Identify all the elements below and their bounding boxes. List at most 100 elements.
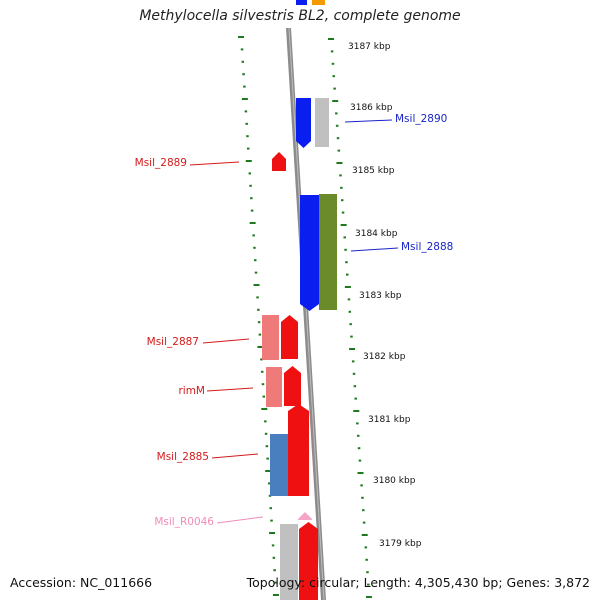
gene-msil-2889 bbox=[272, 152, 286, 171]
left-tick bbox=[238, 36, 244, 38]
right-tick bbox=[331, 62, 335, 65]
gene-top-blue bbox=[296, 0, 307, 5]
right-tick bbox=[362, 521, 366, 524]
right-tick bbox=[364, 546, 368, 549]
label-leader-line bbox=[216, 516, 264, 524]
left-tick bbox=[265, 470, 272, 472]
left-tick bbox=[258, 333, 262, 336]
right-tick bbox=[336, 137, 340, 140]
left-tick bbox=[264, 432, 268, 435]
right-tick bbox=[356, 422, 359, 425]
gene-label: Msil_2889 bbox=[135, 157, 187, 169]
kbp-label: 3187 kbp bbox=[348, 42, 391, 52]
left-tick bbox=[253, 246, 256, 249]
right-tick bbox=[346, 273, 349, 276]
gene-labels: Msil_2890 Msil_2889 Msil_2888 Msil_2887 rimM… bbox=[135, 113, 454, 528]
right-tick bbox=[349, 348, 356, 350]
kbp-label: 3181 kbp bbox=[368, 415, 411, 425]
right-tick bbox=[365, 558, 368, 561]
left-tick bbox=[257, 308, 260, 311]
left-tick bbox=[260, 370, 264, 373]
right-tick bbox=[330, 50, 334, 53]
label-leader-line bbox=[206, 387, 254, 392]
kbp-label: 3186 kbp bbox=[350, 103, 393, 113]
kbp-label: 3185 kbp bbox=[352, 166, 395, 176]
gene-msil-2888 bbox=[319, 194, 337, 310]
left-tick bbox=[273, 569, 276, 572]
right-tick bbox=[337, 149, 341, 152]
label-leader-line bbox=[350, 247, 399, 252]
gene-blue-long bbox=[300, 195, 319, 311]
right-tick bbox=[361, 496, 364, 499]
gene-features bbox=[262, 0, 337, 600]
right-tick bbox=[367, 583, 370, 586]
gene-red-4 bbox=[299, 522, 318, 600]
right-tick bbox=[350, 335, 353, 338]
left-tick bbox=[244, 110, 248, 113]
left-tick bbox=[246, 147, 250, 150]
right-tick bbox=[343, 236, 346, 239]
left-tick bbox=[249, 222, 256, 224]
right-tick bbox=[356, 434, 360, 437]
left-tick bbox=[274, 581, 277, 584]
left-tick bbox=[268, 494, 272, 497]
gene-grey-2 bbox=[280, 524, 298, 600]
left-tick bbox=[241, 60, 245, 63]
left-tick bbox=[252, 234, 255, 237]
gene-top-orange bbox=[312, 0, 325, 5]
gene-label: Msil_2885 bbox=[157, 451, 209, 463]
right-tick bbox=[351, 360, 355, 363]
left-tick bbox=[272, 594, 279, 596]
left-tick bbox=[253, 284, 260, 286]
left-tick bbox=[266, 457, 269, 460]
left-tick bbox=[241, 98, 248, 100]
right-tick bbox=[362, 509, 365, 512]
right-tick bbox=[328, 38, 334, 40]
left-tick bbox=[261, 383, 265, 386]
left-tick bbox=[240, 48, 244, 51]
right-tick bbox=[340, 224, 347, 226]
label-leader-line bbox=[344, 119, 393, 123]
right-tick bbox=[353, 410, 360, 412]
gene-msil-2887 bbox=[262, 315, 279, 360]
left-tick bbox=[261, 408, 268, 410]
right-tick bbox=[357, 447, 361, 450]
left-tick bbox=[257, 346, 264, 348]
kbp-label: 3180 kbp bbox=[373, 476, 416, 486]
right-tick bbox=[349, 323, 352, 326]
left-tick bbox=[264, 420, 267, 423]
right-tick bbox=[340, 186, 343, 189]
gene-msil-2890-blue bbox=[296, 98, 311, 148]
left-tick bbox=[265, 445, 269, 448]
right-tick bbox=[340, 199, 344, 202]
kbp-labels: 3187 kbp 3186 kbp 3185 kbp 3184 kbp 3183 kbp… bbox=[348, 42, 422, 549]
gene-label: rimM bbox=[178, 385, 205, 397]
right-tick bbox=[361, 534, 368, 536]
left-tick bbox=[250, 209, 254, 212]
kbp-label: 3183 kbp bbox=[359, 291, 402, 301]
right-tick bbox=[352, 372, 356, 375]
left-tick bbox=[243, 85, 246, 88]
gene-red-2 bbox=[281, 315, 298, 359]
gene-salmon-2 bbox=[266, 367, 282, 407]
left-tick bbox=[253, 259, 257, 262]
right-tick bbox=[348, 310, 352, 313]
gene-label: Msil_2890 bbox=[395, 113, 447, 125]
gene-rimm bbox=[284, 366, 301, 406]
gene-red-3 bbox=[288, 404, 309, 496]
left-tick bbox=[272, 556, 276, 559]
left-tick bbox=[271, 544, 275, 547]
left-tick bbox=[260, 358, 263, 361]
right-tick bbox=[336, 162, 343, 164]
right-tick bbox=[353, 385, 357, 388]
left-tick bbox=[245, 122, 248, 125]
label-leader-line bbox=[202, 338, 250, 344]
gene-label: Msil_R0046 bbox=[154, 516, 214, 528]
left-tick bbox=[248, 172, 252, 175]
right-tick bbox=[358, 459, 362, 462]
right-tick bbox=[365, 596, 372, 598]
gene-msil-2885 bbox=[270, 434, 291, 496]
topology-text: Topology: circular; Length: 4,305,430 bp… bbox=[246, 575, 590, 590]
right-tick bbox=[335, 112, 338, 115]
right-tick bbox=[332, 75, 336, 78]
